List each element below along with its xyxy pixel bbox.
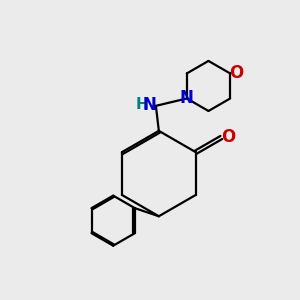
Text: O: O (230, 64, 244, 82)
Text: O: O (221, 128, 235, 146)
Text: N: N (142, 96, 156, 114)
Text: H: H (135, 98, 148, 112)
Text: N: N (180, 89, 194, 107)
